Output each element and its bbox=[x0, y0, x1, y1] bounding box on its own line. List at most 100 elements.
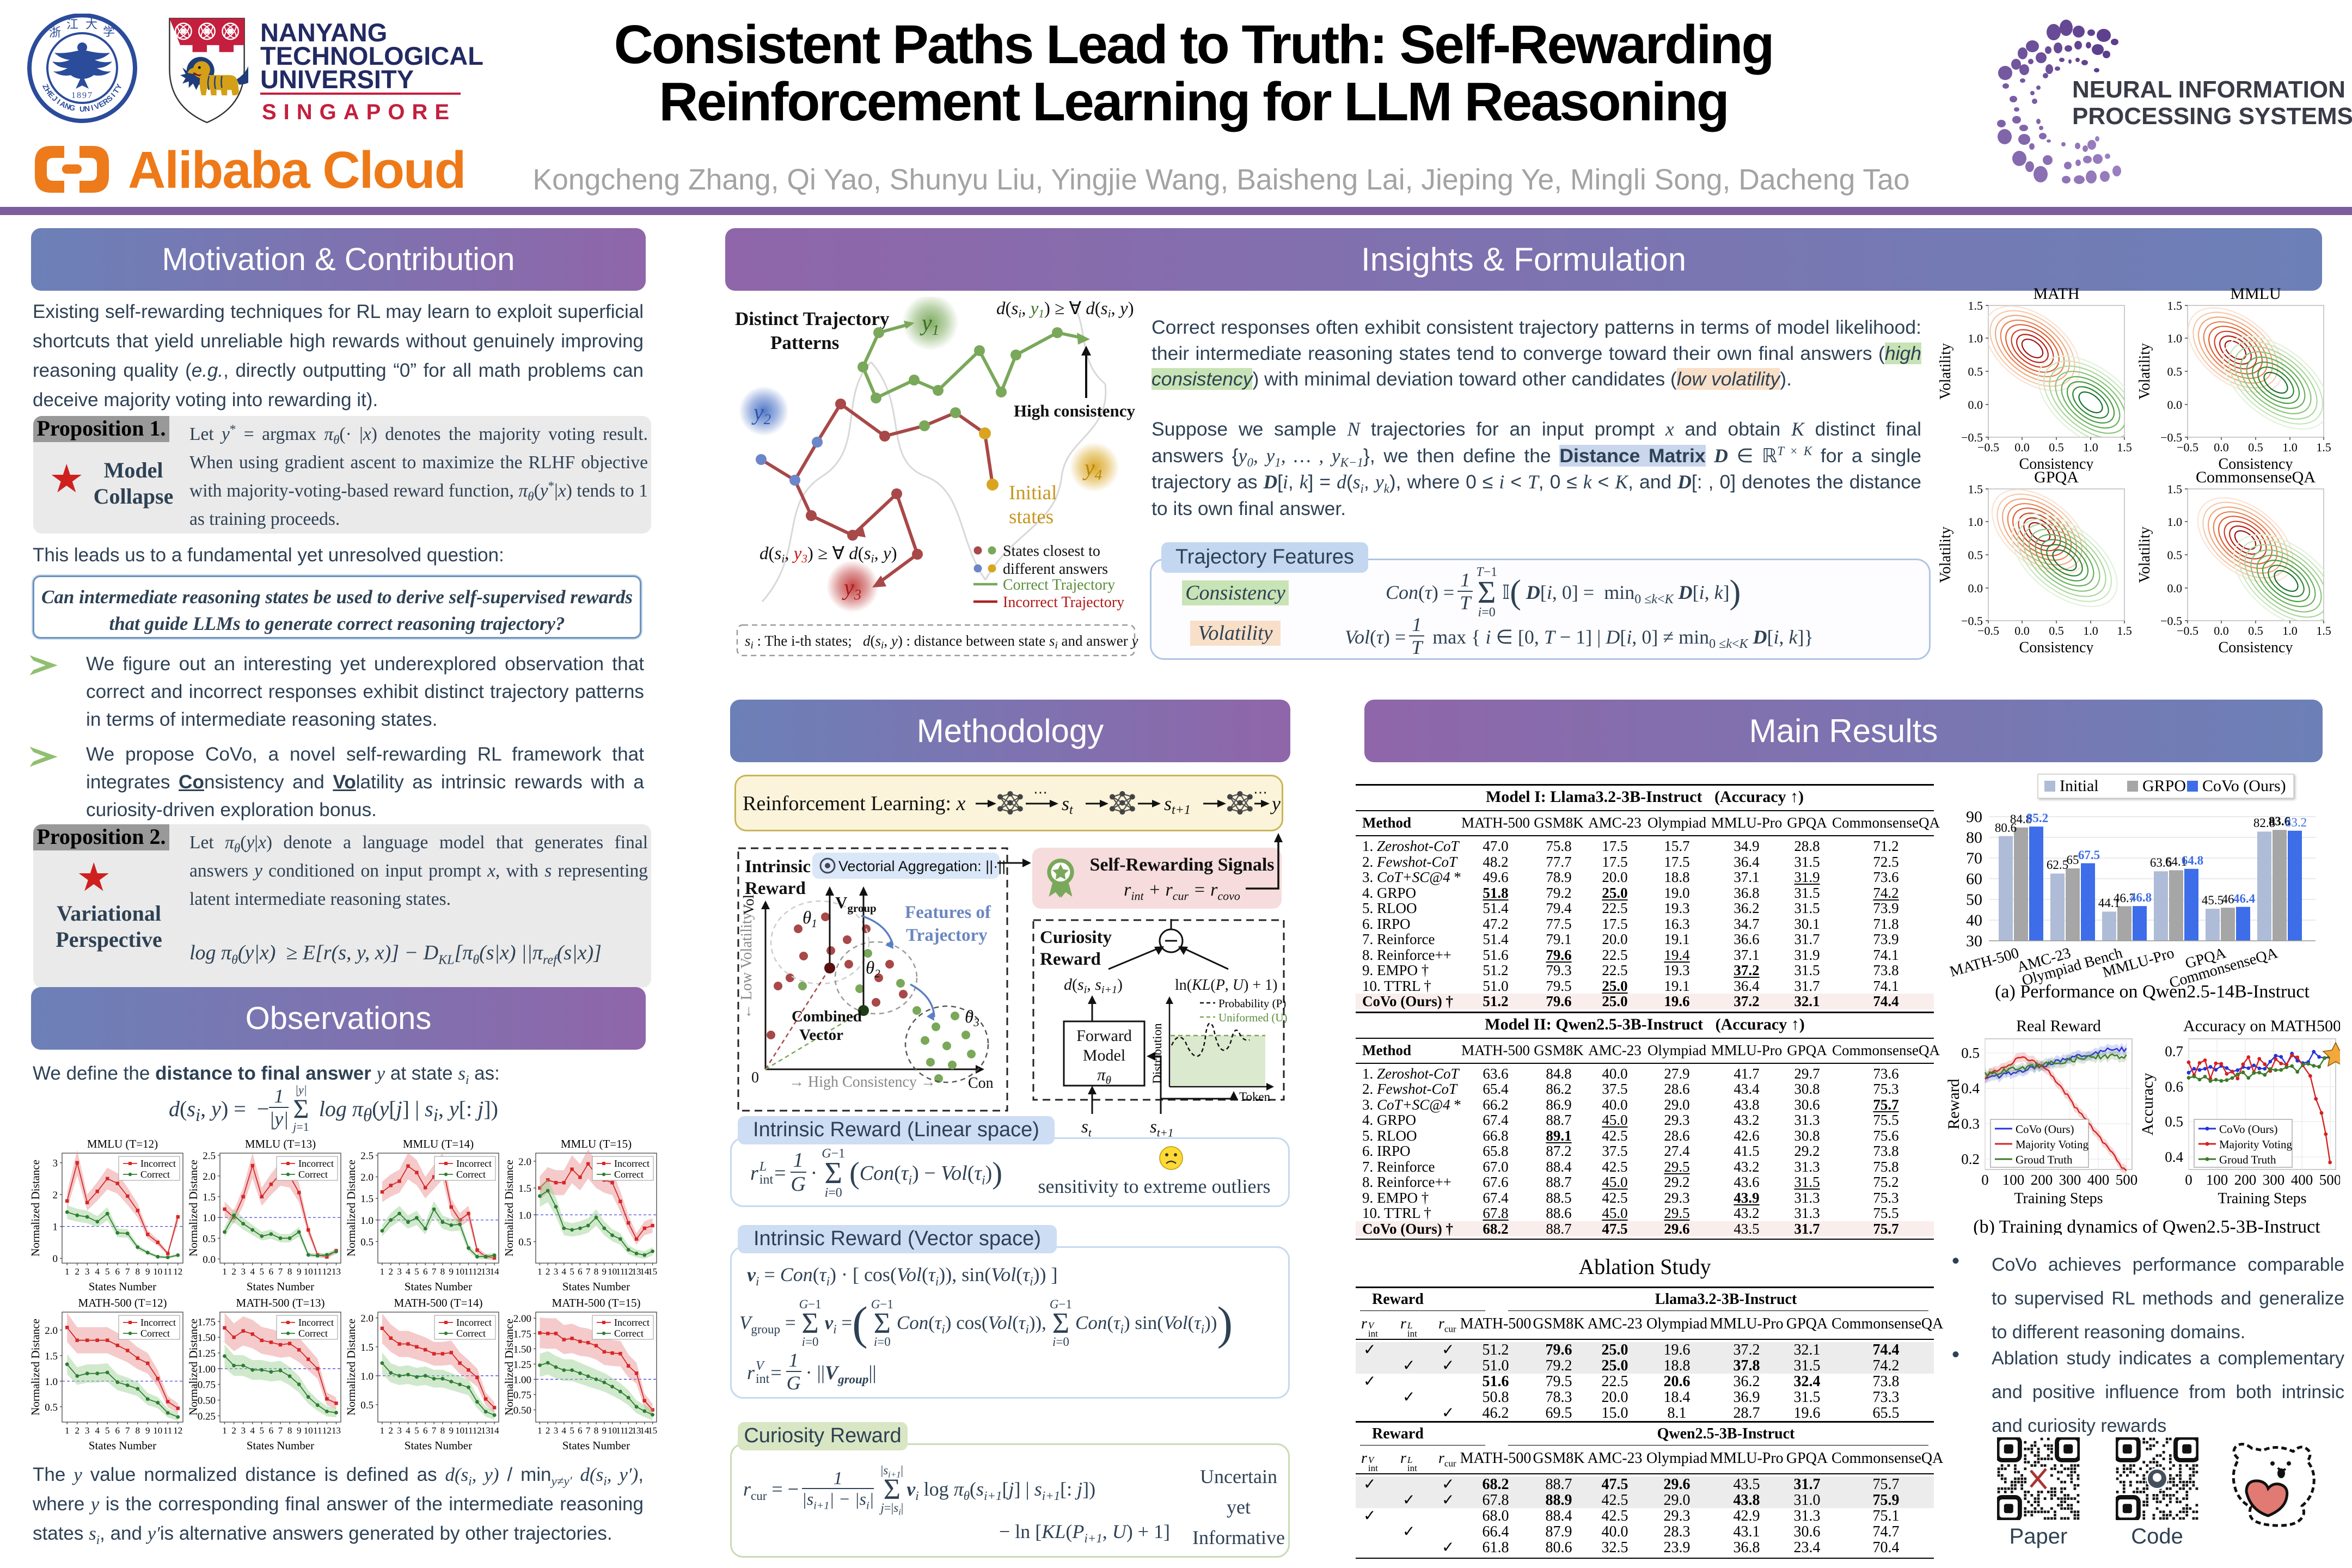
svg-text:0.25: 0.25 bbox=[198, 1411, 216, 1423]
svg-text:Normalized Distance: Normalized Distance bbox=[30, 1319, 42, 1416]
svg-text:−0.5: −0.5 bbox=[2160, 431, 2182, 444]
svg-text:12: 12 bbox=[473, 1266, 482, 1277]
svg-text:14: 14 bbox=[640, 1425, 650, 1436]
svg-text:8: 8 bbox=[287, 1266, 292, 1277]
svg-text:Groud Truth: Groud Truth bbox=[2016, 1153, 2073, 1166]
svg-text:5: 5 bbox=[105, 1266, 110, 1277]
svg-text:0.5: 0.5 bbox=[2248, 624, 2263, 638]
svg-text:10: 10 bbox=[304, 1425, 313, 1436]
svg-text:States closest to: States closest to bbox=[1003, 543, 1100, 560]
svg-text:2: 2 bbox=[231, 1425, 236, 1436]
svg-text:83.2: 83.2 bbox=[2285, 816, 2307, 829]
svg-text:8: 8 bbox=[440, 1425, 445, 1436]
svg-text:82.8: 82.8 bbox=[2253, 816, 2275, 830]
svg-text:0.7: 0.7 bbox=[2165, 1043, 2183, 1059]
svg-text:1.5: 1.5 bbox=[2117, 440, 2132, 454]
svg-text:1.0: 1.0 bbox=[2083, 440, 2098, 454]
svg-text:Vector: Vector bbox=[799, 1026, 843, 1044]
svg-text:7: 7 bbox=[278, 1266, 283, 1277]
svg-text:Correct: Correct bbox=[140, 1169, 170, 1180]
svg-text:Intrinsic: Intrinsic bbox=[745, 857, 811, 877]
svg-text:Normalized Distance: Normalized Distance bbox=[346, 1160, 358, 1257]
svg-text:Vol: Vol bbox=[740, 895, 757, 915]
svg-text:Training Steps: Training Steps bbox=[2014, 1190, 2103, 1207]
svg-text:46: 46 bbox=[2222, 892, 2234, 906]
svg-text:5: 5 bbox=[569, 1266, 574, 1277]
svg-text:0.0: 0.0 bbox=[2214, 440, 2229, 454]
svg-text:MMLU (T=12): MMLU (T=12) bbox=[87, 1137, 158, 1150]
svg-text:1.75: 1.75 bbox=[198, 1316, 216, 1328]
svg-text:1.25: 1.25 bbox=[198, 1348, 216, 1359]
svg-text:10: 10 bbox=[608, 1266, 617, 1277]
svg-text:High consistency: High consistency bbox=[1014, 401, 1136, 420]
svg-text:1897: 1897 bbox=[71, 91, 93, 100]
svg-text:0.3: 0.3 bbox=[1961, 1116, 1980, 1132]
svg-text:1.5: 1.5 bbox=[2167, 299, 2183, 313]
svg-text:U: U bbox=[79, 105, 85, 113]
svg-text:Volatility: Volatility bbox=[2137, 526, 2153, 583]
svg-text:1: 1 bbox=[65, 1425, 70, 1436]
svg-text:Normalized Distance: Normalized Distance bbox=[504, 1319, 516, 1416]
svg-text:States Number: States Number bbox=[562, 1439, 630, 1452]
svg-text:Probability (P): Probability (P) bbox=[1218, 997, 1286, 1010]
svg-text:2.0: 2.0 bbox=[360, 1313, 373, 1325]
svg-text:1: 1 bbox=[222, 1425, 227, 1436]
svg-text:Reward: Reward bbox=[1945, 1079, 1963, 1129]
svg-text:0.0: 0.0 bbox=[2014, 624, 2030, 638]
svg-text:12: 12 bbox=[624, 1425, 633, 1436]
svg-text:500: 500 bbox=[2116, 1172, 2138, 1188]
svg-text:N: N bbox=[84, 104, 90, 113]
svg-text:2.0: 2.0 bbox=[203, 1171, 216, 1183]
svg-text:1.5: 1.5 bbox=[518, 1183, 531, 1195]
svg-text:Correct: Correct bbox=[614, 1169, 644, 1180]
svg-text:MMLU: MMLU bbox=[2230, 286, 2281, 303]
svg-text:1: 1 bbox=[380, 1266, 385, 1277]
svg-text:40: 40 bbox=[1966, 911, 1982, 929]
svg-text:4: 4 bbox=[406, 1425, 411, 1436]
svg-text:100: 100 bbox=[2206, 1172, 2228, 1188]
svg-text:← Low Volatility: ← Low Volatility bbox=[738, 912, 755, 1019]
svg-text:CommonsenseQA: CommonsenseQA bbox=[2196, 469, 2316, 486]
svg-text:9: 9 bbox=[602, 1266, 607, 1277]
svg-text:Correct: Correct bbox=[456, 1169, 486, 1180]
svg-text:30: 30 bbox=[1966, 932, 1982, 950]
svg-text:Real Reward: Real Reward bbox=[2016, 1017, 2101, 1035]
svg-text:44.1: 44.1 bbox=[2098, 896, 2120, 910]
svg-text:1.5: 1.5 bbox=[45, 1351, 58, 1362]
svg-text:13: 13 bbox=[332, 1266, 341, 1277]
svg-text:14: 14 bbox=[490, 1425, 500, 1436]
svg-text:浙: 浙 bbox=[49, 26, 61, 39]
svg-text:13: 13 bbox=[481, 1266, 491, 1277]
svg-text:4: 4 bbox=[562, 1425, 567, 1436]
svg-text:0: 0 bbox=[1981, 1172, 1989, 1188]
svg-text:4: 4 bbox=[95, 1425, 100, 1436]
svg-text:Volatility: Volatility bbox=[1938, 526, 1954, 583]
svg-text:Distribution: Distribution bbox=[1150, 1023, 1164, 1084]
svg-text:2.0: 2.0 bbox=[45, 1325, 58, 1337]
svg-text:Con: Con bbox=[968, 1075, 994, 1092]
svg-text:0: 0 bbox=[751, 1069, 759, 1086]
svg-text:5: 5 bbox=[414, 1425, 419, 1436]
svg-text:States Number: States Number bbox=[247, 1439, 314, 1452]
svg-text:1.0: 1.0 bbox=[2167, 515, 2183, 529]
svg-text:1: 1 bbox=[65, 1266, 70, 1277]
svg-text:Training Steps: Training Steps bbox=[2218, 1190, 2306, 1207]
svg-text:7: 7 bbox=[432, 1425, 437, 1436]
svg-text:64.1: 64.1 bbox=[2165, 855, 2187, 868]
svg-text:−0.5: −0.5 bbox=[2177, 440, 2198, 454]
svg-text:0.75: 0.75 bbox=[198, 1380, 216, 1391]
svg-text:8: 8 bbox=[594, 1425, 599, 1436]
svg-text:Normalized Distance: Normalized Distance bbox=[188, 1319, 200, 1416]
svg-text:1.0: 1.0 bbox=[1968, 515, 1983, 529]
svg-text:MMLU (T=13): MMLU (T=13) bbox=[245, 1137, 316, 1150]
svg-text:67.5: 67.5 bbox=[2078, 848, 2100, 862]
svg-text:0.0: 0.0 bbox=[1968, 581, 1983, 595]
svg-text:15: 15 bbox=[648, 1425, 657, 1436]
svg-text:States Number: States Number bbox=[89, 1439, 156, 1452]
svg-text:0.5: 0.5 bbox=[360, 1236, 373, 1248]
svg-text:2: 2 bbox=[75, 1425, 80, 1436]
svg-text:θ3: θ3 bbox=[965, 1007, 979, 1029]
svg-text:8: 8 bbox=[136, 1425, 140, 1436]
svg-text:Incorrect: Incorrect bbox=[140, 1317, 176, 1328]
svg-text:Trajectory: Trajectory bbox=[906, 926, 988, 945]
